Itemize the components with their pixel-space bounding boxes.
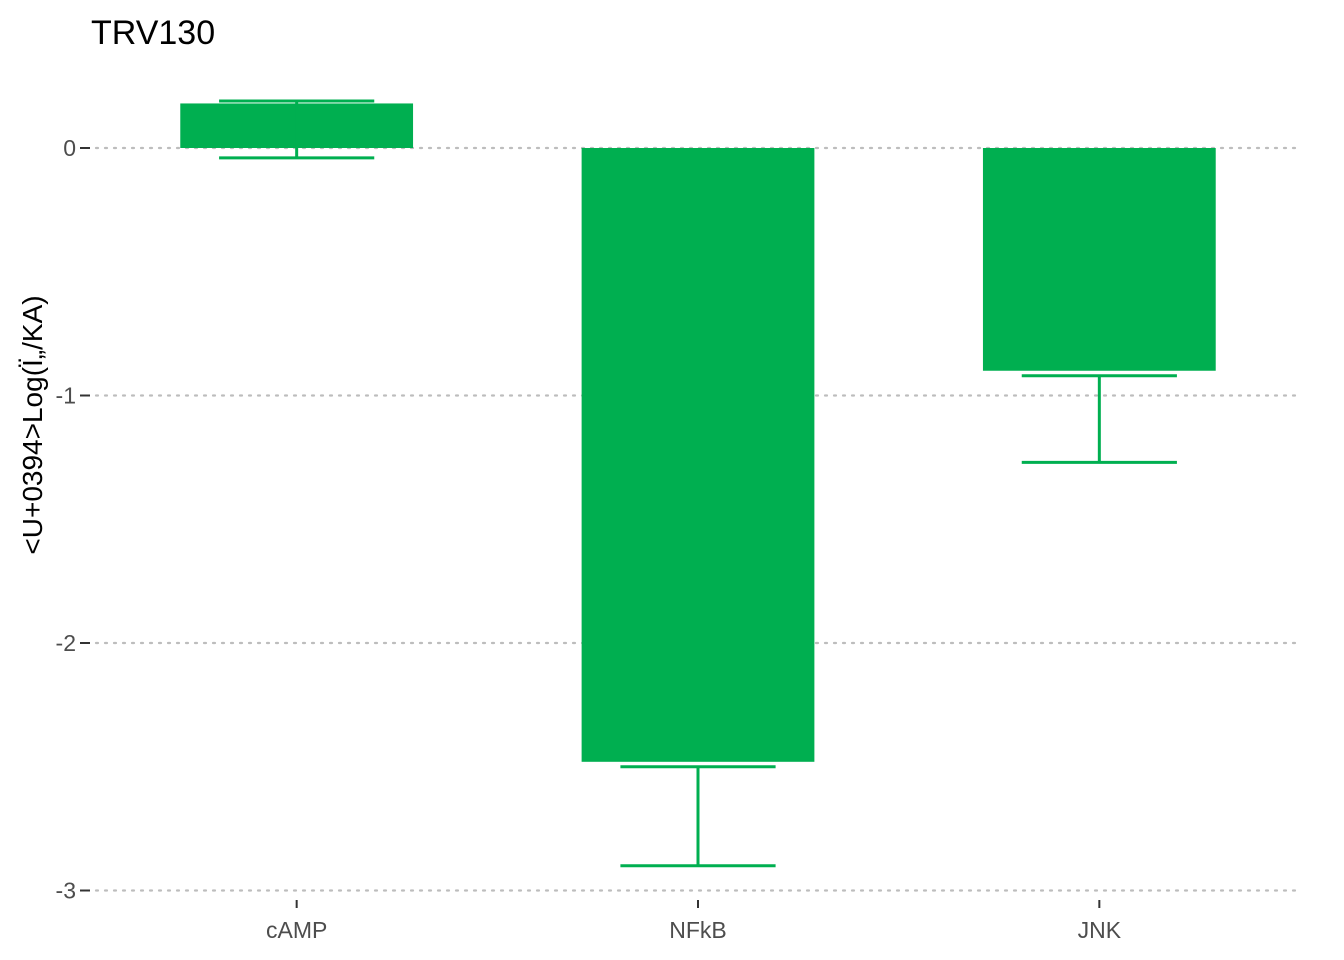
chart-title: TRV130 bbox=[91, 14, 215, 52]
y-tick-label: -3 bbox=[56, 878, 76, 904]
x-tick-label: cAMP bbox=[266, 917, 327, 943]
x-axis-ticks: cAMP NFkB JNK bbox=[266, 900, 1122, 943]
y-tick-label: -1 bbox=[56, 383, 76, 409]
x-tick-label: NFkB bbox=[669, 917, 727, 943]
y-tick-label: 0 bbox=[63, 135, 76, 161]
y-tick-label: -2 bbox=[56, 630, 76, 656]
bars bbox=[180, 99, 1216, 868]
y-axis-ticks: 0 -1 -2 -3 bbox=[56, 135, 90, 904]
x-tick-label: JNK bbox=[1078, 917, 1122, 943]
bar-jnk bbox=[982, 148, 1216, 371]
bar-nfkb bbox=[581, 148, 815, 762]
y-axis-label: <U+0394>Log(Ï„/KA) bbox=[17, 295, 48, 554]
